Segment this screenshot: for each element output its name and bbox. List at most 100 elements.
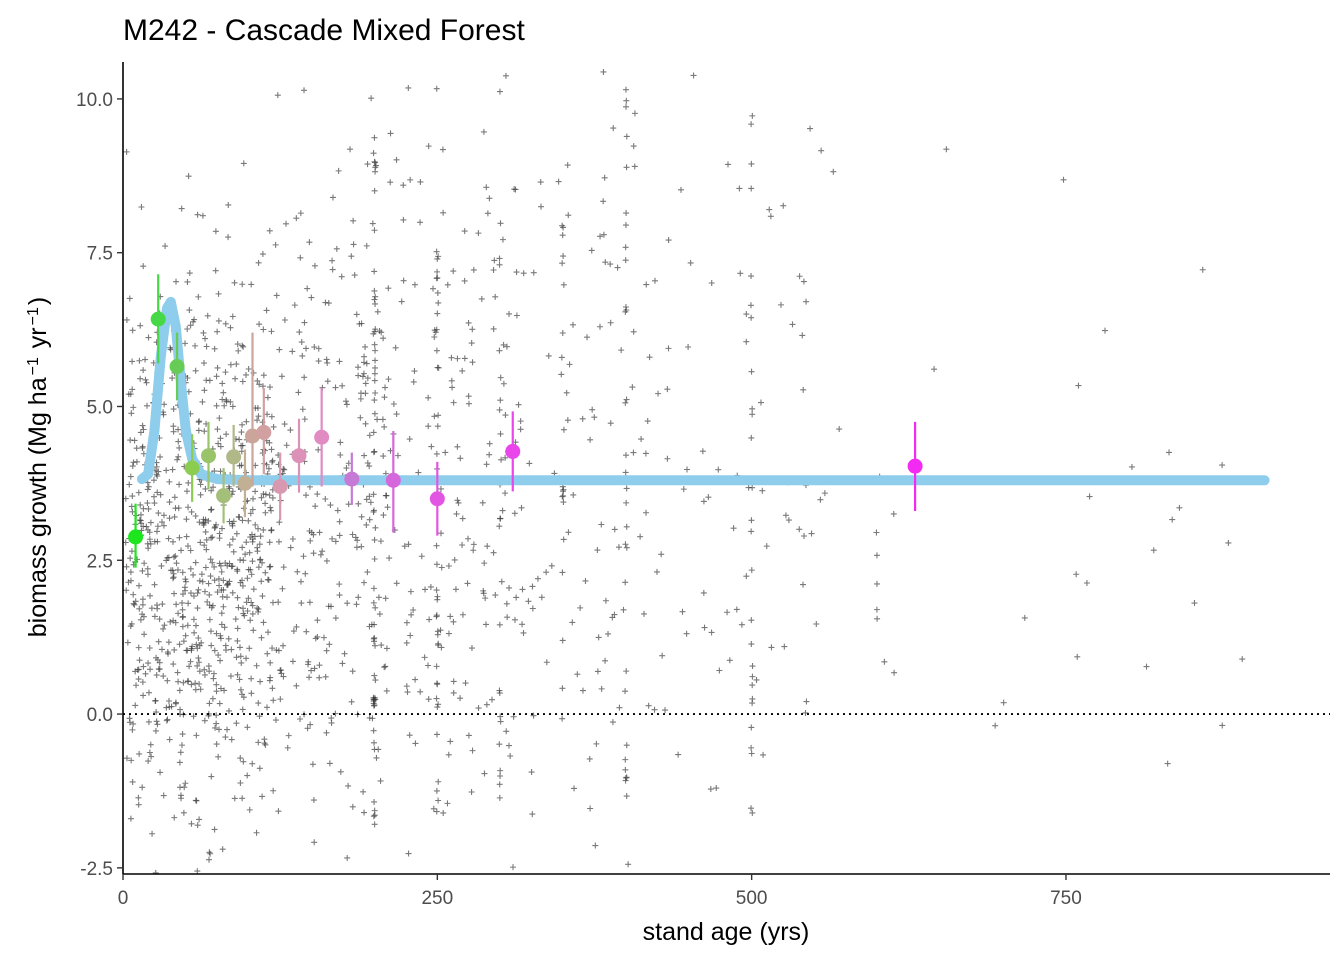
observation-point bbox=[154, 489, 161, 496]
observation-point bbox=[265, 629, 272, 636]
observation-point bbox=[1102, 327, 1108, 334]
observation-point bbox=[145, 334, 152, 341]
observation-point bbox=[873, 552, 880, 559]
observation-point bbox=[497, 220, 504, 227]
binned-mean bbox=[344, 452, 360, 505]
observation-point bbox=[242, 551, 249, 558]
observation-point bbox=[299, 352, 306, 359]
observation-point bbox=[236, 676, 243, 683]
observation-point bbox=[623, 668, 630, 675]
observation-point bbox=[350, 241, 357, 248]
observation-point bbox=[229, 589, 236, 596]
observation-point bbox=[199, 212, 206, 219]
observation-point bbox=[371, 341, 378, 348]
observation-point bbox=[281, 421, 288, 428]
observation-point bbox=[299, 406, 306, 413]
observation-point bbox=[229, 488, 236, 495]
observation-point bbox=[192, 559, 199, 566]
observation-point bbox=[183, 647, 190, 654]
observation-point bbox=[184, 278, 191, 285]
observation-point bbox=[434, 631, 441, 638]
observation-point bbox=[206, 591, 213, 598]
observation-point bbox=[170, 574, 177, 581]
observation-point bbox=[607, 319, 614, 326]
observation-point bbox=[190, 571, 197, 578]
observation-point bbox=[280, 673, 287, 680]
observation-point bbox=[209, 534, 216, 541]
observation-point bbox=[269, 457, 276, 464]
observation-point bbox=[240, 557, 247, 564]
fitted-curve bbox=[136, 296, 1270, 486]
observation-point bbox=[145, 660, 152, 667]
observation-point bbox=[1000, 699, 1007, 706]
observation-point bbox=[570, 491, 577, 498]
observation-point bbox=[153, 718, 160, 725]
observation-point bbox=[450, 268, 457, 275]
observation-point bbox=[371, 555, 378, 562]
observation-point bbox=[452, 586, 459, 593]
observation-point bbox=[221, 402, 228, 409]
observation-point bbox=[147, 519, 154, 526]
observation-point bbox=[538, 594, 545, 601]
observation-point bbox=[236, 644, 243, 651]
observation-point bbox=[433, 663, 440, 670]
raw-observations bbox=[123, 68, 1246, 874]
observation-point bbox=[361, 359, 368, 366]
mean-point bbox=[216, 488, 232, 504]
observation-point bbox=[327, 502, 334, 509]
observation-point bbox=[598, 521, 605, 528]
observation-point bbox=[185, 173, 192, 180]
observation-point bbox=[178, 795, 185, 802]
observation-point bbox=[461, 355, 468, 362]
observation-point bbox=[475, 705, 482, 712]
observation-point bbox=[433, 450, 440, 457]
observation-point bbox=[217, 443, 224, 450]
observation-point bbox=[176, 759, 183, 766]
observation-point bbox=[188, 508, 195, 515]
observation-point bbox=[748, 750, 755, 757]
observation-point bbox=[212, 228, 219, 235]
observation-point bbox=[207, 850, 214, 857]
observation-point bbox=[167, 567, 174, 574]
observation-point bbox=[749, 112, 756, 119]
observation-point bbox=[630, 449, 637, 456]
observation-point bbox=[139, 567, 146, 574]
observation-point bbox=[366, 493, 373, 500]
observation-point bbox=[236, 436, 243, 443]
observation-point bbox=[211, 563, 218, 570]
observation-point bbox=[192, 622, 199, 629]
observation-point bbox=[294, 568, 301, 575]
observation-point bbox=[202, 335, 209, 342]
observation-point bbox=[190, 713, 197, 720]
observation-point bbox=[126, 719, 133, 726]
observation-point bbox=[470, 547, 477, 554]
observation-point bbox=[260, 490, 267, 497]
observation-point bbox=[185, 504, 192, 511]
observation-point bbox=[759, 487, 766, 494]
observation-point bbox=[332, 615, 339, 622]
observation-point bbox=[164, 677, 171, 684]
observation-point bbox=[150, 477, 157, 484]
observation-point bbox=[347, 146, 354, 153]
observation-point bbox=[372, 677, 379, 684]
observation-point bbox=[225, 707, 232, 714]
observation-point bbox=[225, 201, 232, 208]
observation-point bbox=[1219, 722, 1226, 729]
observation-point bbox=[1166, 449, 1173, 456]
observation-point bbox=[136, 582, 143, 589]
observation-point bbox=[453, 510, 460, 517]
observation-point bbox=[559, 637, 566, 644]
observation-point bbox=[400, 277, 407, 284]
observation-point bbox=[201, 588, 208, 595]
observation-point bbox=[1073, 571, 1080, 578]
observation-point bbox=[154, 721, 161, 728]
observation-point bbox=[598, 685, 605, 692]
observation-point bbox=[538, 203, 545, 210]
observation-point bbox=[225, 580, 232, 587]
observation-point bbox=[274, 92, 281, 99]
observation-point bbox=[768, 644, 775, 651]
observation-point bbox=[256, 541, 263, 548]
observation-point bbox=[511, 616, 518, 623]
observation-point bbox=[407, 632, 414, 639]
